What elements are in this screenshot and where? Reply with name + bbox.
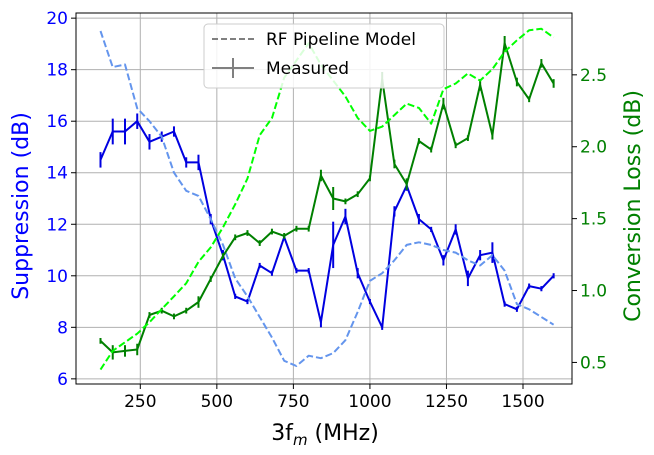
x-tick-label-0: 250 xyxy=(124,392,156,412)
legend-box xyxy=(203,23,445,89)
left-tick-label-6: 18 xyxy=(46,61,68,81)
right-tick-label-3: 2.0 xyxy=(580,138,607,158)
legend: RF Pipeline Model Measured xyxy=(203,23,445,89)
legend-measured-label: Measured xyxy=(266,59,349,79)
left-tick-label-2: 10 xyxy=(46,267,68,287)
legend-model-label: RF Pipeline Model xyxy=(266,30,416,50)
right-tick-label-2: 1.5 xyxy=(580,210,607,230)
x-tick-label-2: 750 xyxy=(277,392,309,412)
x-tick-label-1: 500 xyxy=(201,392,233,412)
x-tick-label-4: 1250 xyxy=(425,392,468,412)
x-tick-label-5: 1500 xyxy=(501,392,544,412)
right-axis-title: Conversion Loss (dB) xyxy=(621,90,646,322)
plot-area xyxy=(99,27,555,371)
axis-ticks: 250 500 750 1000 1250 1500 6 8 10 12 14 16 18 20 0.5 1.… xyxy=(46,9,607,412)
x-axis-title-main: 3f xyxy=(271,421,294,446)
left-tick-label-4: 14 xyxy=(46,164,68,184)
right-tick-label-0: 0.5 xyxy=(580,353,607,373)
left-tick-label-7: 20 xyxy=(46,9,68,29)
x-axis-title: 3fm (MHz) xyxy=(271,421,379,449)
right-tick-label-4: 2.5 xyxy=(580,66,607,86)
left-tick-label-1: 8 xyxy=(57,318,68,338)
x-axis-title-sub: m xyxy=(293,431,308,449)
series-suppression-model xyxy=(99,30,555,367)
left-tick-label-3: 12 xyxy=(46,215,68,235)
x-tick-label-3: 1000 xyxy=(348,392,391,412)
left-axis-title: Suppression (dB) xyxy=(9,112,34,300)
right-tick-label-1: 1.0 xyxy=(580,282,607,302)
axes-frame xyxy=(75,12,573,385)
series-conversion-loss-measured xyxy=(99,42,555,354)
series-suppression-measured xyxy=(99,120,555,329)
left-tick-label-0: 6 xyxy=(57,370,68,390)
x-axis-title-unit: (MHz) xyxy=(308,421,379,446)
left-tick-label-5: 16 xyxy=(46,112,68,132)
